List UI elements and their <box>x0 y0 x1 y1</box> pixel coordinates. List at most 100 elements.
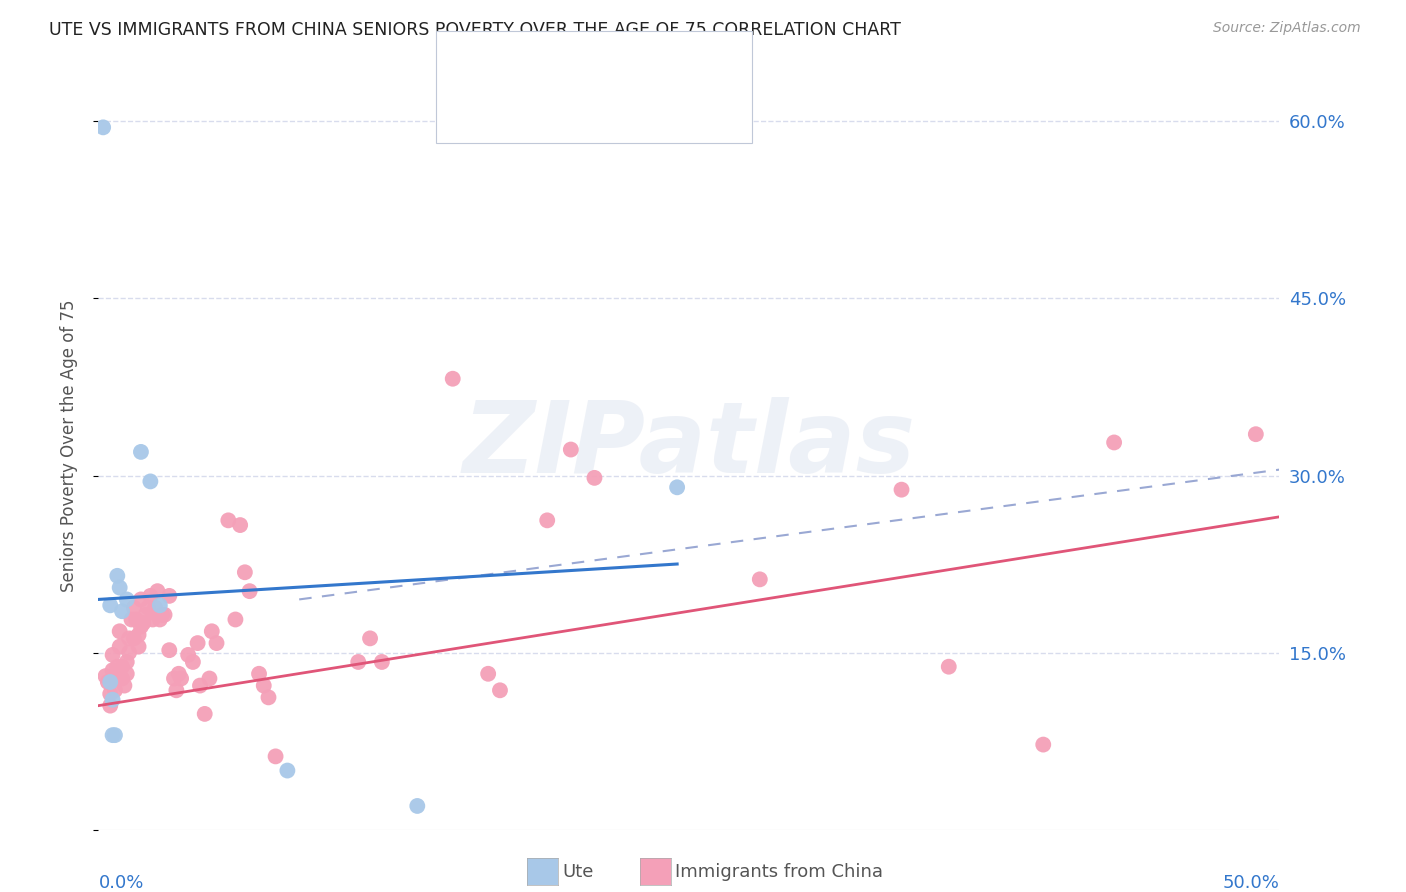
Point <box>188 679 211 693</box>
Point <box>938 659 960 673</box>
Point <box>143 600 166 615</box>
Point <box>108 640 131 654</box>
Point <box>118 632 141 646</box>
Point <box>98 687 121 701</box>
Text: 0.0%: 0.0% <box>98 874 143 892</box>
Point <box>105 672 128 686</box>
Point <box>108 624 131 639</box>
Point <box>149 599 172 613</box>
Text: 0.431: 0.431 <box>564 103 620 121</box>
Point <box>165 683 187 698</box>
Point <box>122 600 145 615</box>
Point <box>118 646 141 660</box>
Point <box>187 636 209 650</box>
Point <box>1244 427 1267 442</box>
Point <box>229 518 252 533</box>
Point <box>257 690 280 705</box>
Text: Immigrants from China: Immigrants from China <box>675 863 883 881</box>
Point <box>101 728 124 742</box>
Point <box>142 612 165 626</box>
Point <box>583 471 606 485</box>
Point <box>111 659 134 673</box>
Point <box>239 584 262 599</box>
Point <box>181 655 204 669</box>
Point <box>98 675 121 690</box>
Point <box>129 445 152 459</box>
Point <box>111 672 134 686</box>
Point <box>136 600 159 615</box>
Point <box>536 513 558 527</box>
Point <box>157 589 180 603</box>
Text: R =: R = <box>524 53 564 71</box>
Point <box>748 573 770 587</box>
Point <box>441 372 464 386</box>
Point <box>359 632 381 646</box>
Text: Source: ZipAtlas.com: Source: ZipAtlas.com <box>1213 21 1361 36</box>
Text: N =: N = <box>623 53 662 71</box>
Point <box>253 679 276 693</box>
Point <box>115 655 138 669</box>
Point <box>108 581 131 595</box>
Point <box>128 640 150 654</box>
Point <box>122 632 145 646</box>
Point <box>177 648 200 662</box>
Text: UTE VS IMMIGRANTS FROM CHINA SENIORS POVERTY OVER THE AGE OF 75 CORRELATION CHAR: UTE VS IMMIGRANTS FROM CHINA SENIORS POV… <box>49 21 901 39</box>
Text: 15: 15 <box>654 53 679 71</box>
Point <box>129 619 152 633</box>
Point <box>146 584 169 599</box>
Point <box>112 679 135 693</box>
Point <box>105 659 128 673</box>
Point <box>347 655 370 669</box>
Point <box>104 728 127 742</box>
Text: N =: N = <box>623 103 662 121</box>
Point <box>139 589 162 603</box>
Point <box>224 612 246 626</box>
Point <box>94 669 117 683</box>
Point <box>101 692 124 706</box>
Point <box>104 683 127 698</box>
Point <box>247 666 270 681</box>
Point <box>890 483 912 497</box>
Text: Ute: Ute <box>562 863 593 881</box>
Point <box>560 442 582 457</box>
Point <box>406 799 429 814</box>
Point <box>217 513 239 527</box>
Point <box>98 698 121 713</box>
Point <box>1032 738 1054 752</box>
Text: ZIPatlas: ZIPatlas <box>463 398 915 494</box>
Point <box>157 643 180 657</box>
Point <box>153 607 176 622</box>
Y-axis label: Seniors Poverty Over the Age of 75: Seniors Poverty Over the Age of 75 <box>59 300 77 592</box>
Point <box>91 120 114 135</box>
Point <box>101 663 124 677</box>
Point <box>194 706 217 721</box>
Point <box>264 749 287 764</box>
Point <box>149 612 172 626</box>
Point <box>101 648 124 662</box>
Point <box>371 655 394 669</box>
Point <box>121 612 143 626</box>
Point <box>129 592 152 607</box>
Point <box>489 683 512 698</box>
Text: 73: 73 <box>654 103 679 121</box>
Point <box>135 607 157 622</box>
Text: R =: R = <box>524 103 564 121</box>
Point <box>128 628 150 642</box>
Point <box>477 666 499 681</box>
Point <box>104 672 127 686</box>
Point <box>98 599 121 613</box>
Point <box>233 566 256 580</box>
Point <box>115 592 138 607</box>
Point <box>198 672 221 686</box>
Point <box>97 675 120 690</box>
Point <box>105 569 128 583</box>
Text: 50.0%: 50.0% <box>1223 874 1279 892</box>
Point <box>170 672 193 686</box>
Point <box>139 475 162 489</box>
Point <box>111 604 134 618</box>
Point <box>167 666 190 681</box>
Point <box>205 636 228 650</box>
Point <box>115 666 138 681</box>
Point <box>276 764 298 778</box>
Point <box>1102 435 1125 450</box>
